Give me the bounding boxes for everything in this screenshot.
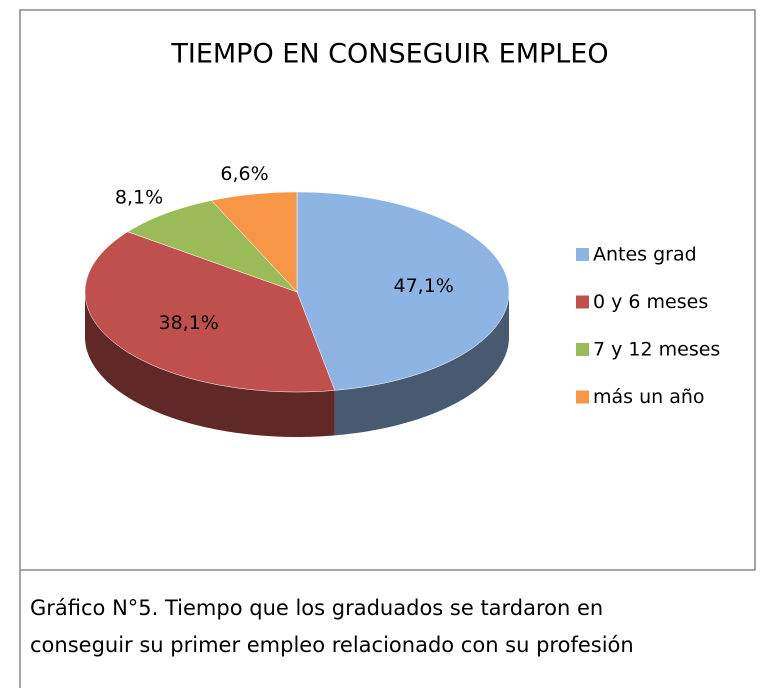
slice [84, 231, 336, 393]
data-label: 8,1% [115, 186, 163, 208]
chart-title: TIEMPO EN CONSEGUIR EMPLEO [170, 39, 608, 70]
legend-swatch [576, 248, 589, 261]
slice [211, 191, 298, 293]
legend-swatch [576, 390, 589, 404]
slice-side [85, 292, 335, 437]
legend-swatch [576, 295, 589, 309]
legend-label: Antes grad [593, 244, 697, 266]
legend-swatch [576, 343, 589, 356]
legend-label: 0 y 6 meses [593, 291, 708, 313]
slice-side [334, 292, 509, 436]
legend-label: 7 y 12 meses [593, 339, 720, 361]
slice [296, 191, 510, 391]
legend-label: más un año [593, 386, 705, 408]
caption: Gráfico N°5. Tiempo que los graduados se… [30, 590, 634, 664]
data-label: 38,1% [159, 312, 219, 334]
slice [127, 200, 298, 293]
data-label: 6,6% [220, 163, 268, 185]
caption-line: Gráfico N°5. Tiempo que los graduados se… [30, 596, 604, 620]
data-label: 47,1% [394, 275, 454, 297]
caption-line: conseguir su primer empleo relacionado c… [30, 633, 634, 657]
